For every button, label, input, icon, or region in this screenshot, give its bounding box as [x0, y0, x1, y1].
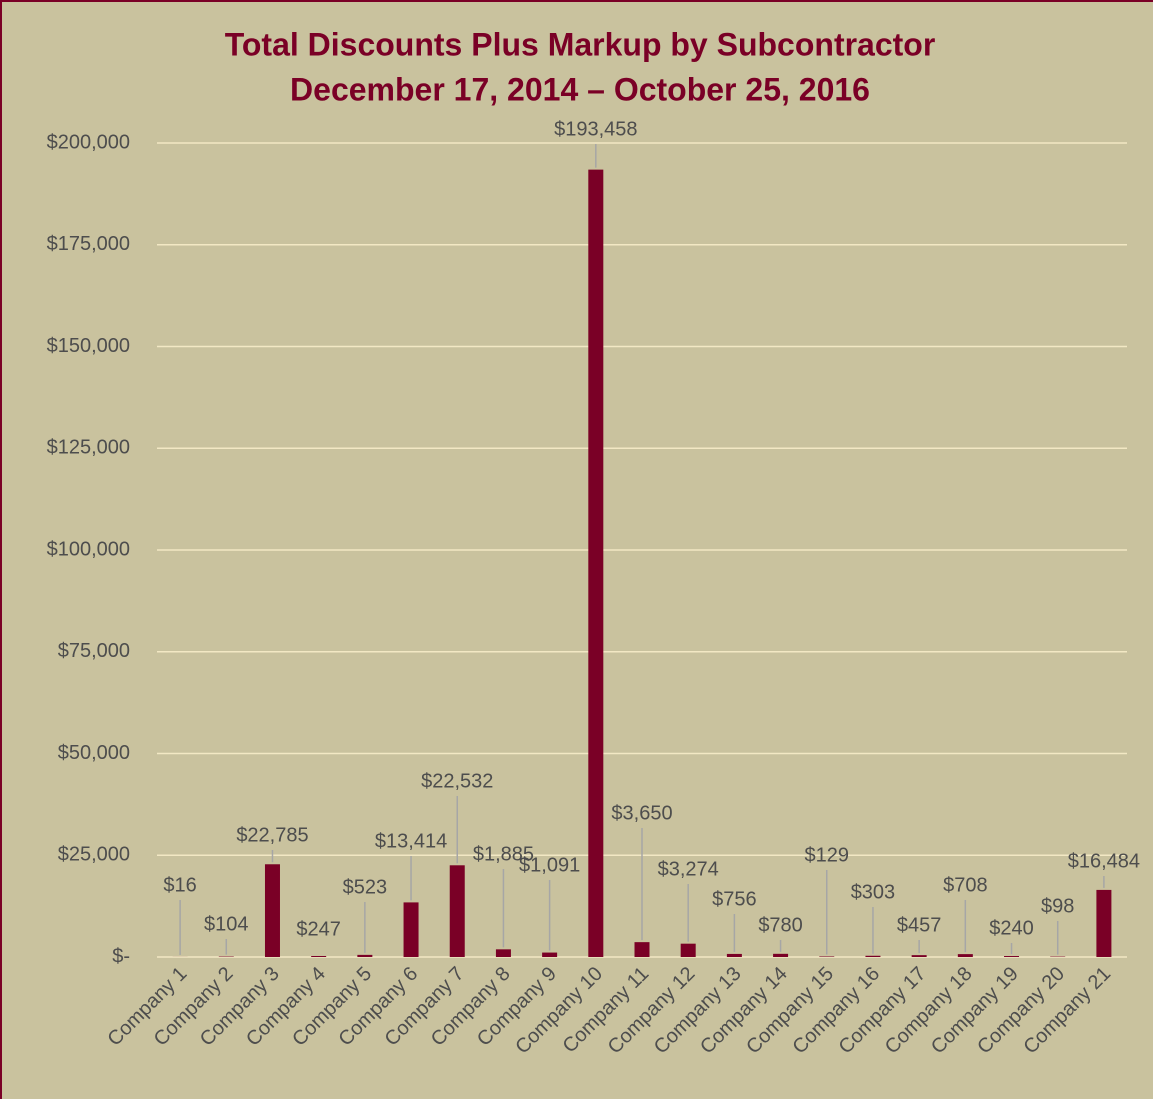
data-label: $1,091	[519, 854, 580, 876]
y-tick-label: $-	[112, 945, 130, 967]
bar	[542, 952, 558, 957]
data-label: $22,532	[421, 770, 493, 792]
data-label: $756	[712, 888, 757, 910]
bar	[726, 953, 742, 957]
data-label: $16	[163, 874, 196, 896]
y-tick-label: $125,000	[47, 437, 130, 459]
bar	[449, 865, 465, 957]
chart-title: Total Discounts Plus Markup by Subcontra…	[225, 26, 936, 62]
data-label: $1,885	[473, 843, 534, 865]
data-label: $457	[897, 914, 942, 936]
bar	[403, 902, 419, 957]
bar	[819, 956, 835, 957]
data-label: $523	[343, 876, 388, 898]
bar	[634, 942, 650, 957]
data-label: $780	[758, 914, 803, 936]
bar	[680, 943, 696, 957]
data-label: $13,414	[375, 830, 447, 852]
bar	[1096, 889, 1112, 957]
bar	[911, 955, 927, 957]
bar	[865, 955, 881, 957]
data-label: $3,274	[658, 858, 719, 880]
bar	[311, 955, 327, 957]
bar	[957, 954, 973, 957]
data-label: $16,484	[1068, 850, 1140, 872]
y-tick-label: $175,000	[47, 233, 130, 255]
data-label: $98	[1041, 895, 1074, 917]
data-label: $303	[851, 881, 896, 903]
bar	[357, 954, 373, 957]
y-tick-label: $75,000	[58, 640, 130, 662]
bar	[773, 953, 789, 957]
y-tick-label: $50,000	[58, 742, 130, 764]
bar	[264, 864, 280, 957]
y-tick-label: $25,000	[58, 844, 130, 866]
data-label: $708	[943, 874, 988, 896]
data-label: $240	[989, 917, 1034, 939]
y-tick-label: $150,000	[47, 335, 130, 357]
data-label: $247	[296, 918, 341, 940]
chart-subtitle: December 17, 2014 – October 25, 2016	[290, 71, 870, 107]
data-label: $3,650	[611, 802, 672, 824]
data-label: $129	[805, 844, 850, 866]
bar	[495, 949, 511, 957]
data-label: $193,458	[554, 118, 637, 140]
y-tick-label: $200,000	[47, 131, 130, 153]
y-tick-label: $100,000	[47, 538, 130, 560]
data-label: $22,785	[236, 824, 308, 846]
data-label: $104	[204, 913, 249, 935]
bar	[1004, 956, 1020, 957]
bar	[588, 169, 604, 957]
